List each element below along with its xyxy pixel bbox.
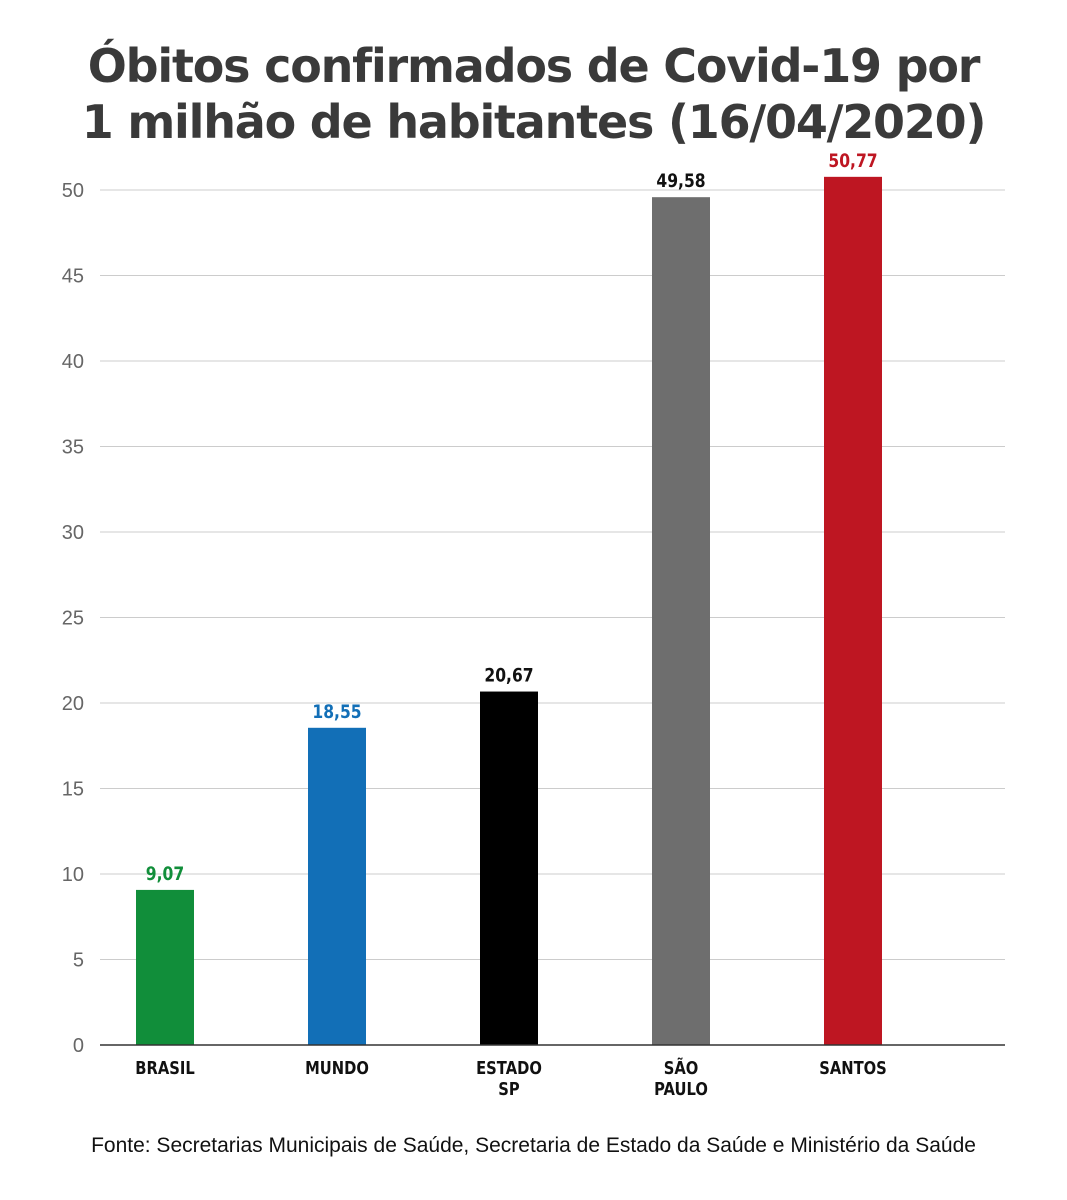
bar <box>136 889 194 1045</box>
value-label: 18,55 <box>312 701 361 723</box>
y-tick-label: 30 <box>62 522 84 544</box>
value-label: 20,67 <box>484 665 533 687</box>
x-tick-label: SÃO <box>664 1058 699 1079</box>
value-label: 49,58 <box>656 171 705 193</box>
value-label: 9,07 <box>146 863 184 885</box>
x-tick-label: PAULO <box>654 1079 708 1100</box>
bar <box>480 691 538 1045</box>
value-label: 50,77 <box>828 150 877 172</box>
bars <box>136 176 882 1045</box>
x-tick-label: BRASIL <box>135 1058 195 1079</box>
y-tick-label: 40 <box>62 351 84 373</box>
chart-title-line-1: Óbitos confirmados de Covid-19 por <box>87 39 981 93</box>
y-tick-label: 25 <box>62 608 84 630</box>
y-tick-label: 0 <box>73 1035 84 1057</box>
y-tick-label: 15 <box>62 779 84 801</box>
x-tick-label: SANTOS <box>819 1058 887 1079</box>
chart-title-line-2: 1 milhão de habitantes (16/04/2020) <box>81 95 987 149</box>
value-labels: 9,07 18,55 20,67 49,58 50,77 <box>146 150 878 885</box>
y-tick-label: 5 <box>73 950 84 972</box>
source-note: Fonte: Secretarias Municipais de Saúde, … <box>91 1134 976 1157</box>
bar <box>308 727 366 1045</box>
y-tick-label: 45 <box>62 266 84 288</box>
chart-title: Óbitos confirmados de Covid-19 por 1 mil… <box>0 38 1067 150</box>
x-tick-label: SP <box>498 1079 519 1100</box>
y-axis-ticks: 0 5 10 15 20 25 30 35 40 45 50 <box>62 180 84 1057</box>
bar <box>652 197 710 1045</box>
bar <box>824 176 882 1045</box>
y-tick-label: 10 <box>62 864 84 886</box>
y-tick-label: 50 <box>62 180 84 202</box>
y-tick-label: 20 <box>62 693 84 715</box>
x-tick-label: ESTADO <box>476 1058 542 1079</box>
x-tick-label: MUNDO <box>305 1058 369 1079</box>
y-tick-label: 35 <box>62 437 84 459</box>
